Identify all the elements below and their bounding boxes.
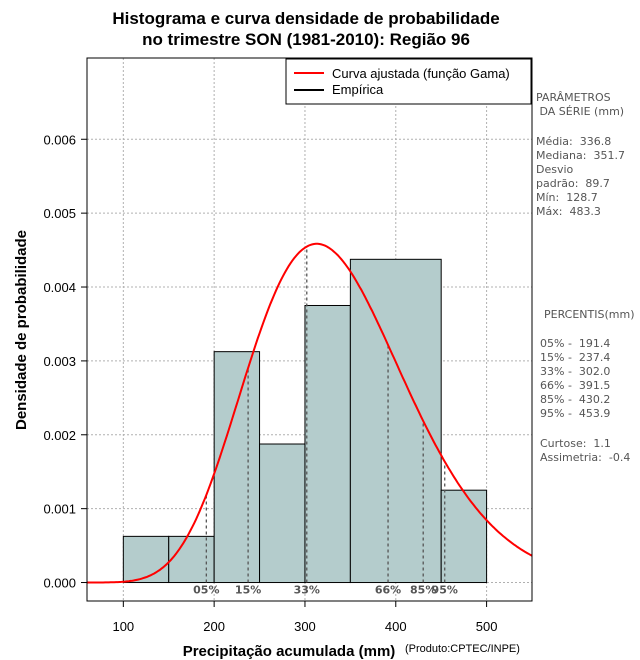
percentile-label: 95% bbox=[432, 584, 458, 597]
params-title-line2: DA SÉRIE (mm) bbox=[536, 105, 624, 118]
percentil-66: 66% - 391.5 bbox=[540, 379, 610, 392]
percentil-95: 95% - 453.9 bbox=[540, 407, 610, 420]
percentile-label: 15% bbox=[235, 584, 261, 597]
x-tick-label: 200 bbox=[203, 619, 225, 634]
x-axis-title: Precipitação acumulada (mm) bbox=[183, 643, 396, 660]
legend: Curva ajustada (função Gama) Empírica bbox=[285, 58, 532, 105]
histogram-bar bbox=[304, 304, 351, 584]
y-tick-label: 0.001 bbox=[43, 502, 76, 517]
x-axis-ticks: 100 200 300 400 500 bbox=[112, 601, 497, 634]
legend-label-curve: Curva ajustada (função Gama) bbox=[332, 66, 510, 81]
histogram-bar bbox=[168, 535, 215, 584]
series-parameters-panel: PARÂMETROS DA SÉRIE (mm) Média: 336.8 Me… bbox=[536, 91, 625, 218]
y-axis-ticks: 0.000 0.001 0.002 0.003 0.004 0.005 0.006 bbox=[43, 132, 87, 591]
percentis-title: PERCENTIS(mm) bbox=[544, 308, 635, 321]
histogram-bar bbox=[122, 535, 170, 584]
params-title-line1: PARÂMETROS bbox=[536, 91, 611, 104]
legend-label-empirical: Empírica bbox=[332, 82, 384, 97]
x-tick-label: 500 bbox=[476, 619, 498, 634]
param-media: Média: 336.8 bbox=[536, 135, 611, 148]
legend-box bbox=[285, 58, 532, 105]
y-tick-label: 0.006 bbox=[43, 132, 76, 147]
param-min: Mín: 128.7 bbox=[536, 191, 598, 204]
histogram-bar bbox=[259, 443, 306, 584]
y-tick-label: 0.004 bbox=[43, 280, 76, 295]
percentile-labels: 05% 15% 33% 66% 85%95% bbox=[193, 584, 458, 597]
percentil-85: 85% - 430.2 bbox=[540, 393, 610, 406]
y-tick-label: 0.002 bbox=[43, 428, 76, 443]
param-desvio-value: padrão: 89.7 bbox=[536, 177, 610, 190]
histogram-bar bbox=[213, 351, 261, 584]
histogram-bar bbox=[440, 489, 488, 584]
credit-label: (Produto:CPTEC/INPE) bbox=[405, 643, 520, 655]
y-tick-label: 0.003 bbox=[43, 354, 76, 369]
percentile-lines bbox=[205, 246, 446, 583]
y-tick-label: 0.005 bbox=[43, 206, 76, 221]
x-tick-label: 300 bbox=[294, 619, 316, 634]
param-max: Máx: 483.3 bbox=[536, 205, 601, 218]
param-desvio-label: Desvio bbox=[536, 163, 574, 176]
histogram-bar bbox=[349, 258, 442, 584]
x-tick-label: 400 bbox=[385, 619, 407, 634]
percentil-15: 15% - 237.4 bbox=[540, 351, 610, 364]
percentiles-panel: PERCENTIS(mm) 05% - 191.4 15% - 237.4 33… bbox=[540, 308, 635, 464]
chart-title-line1: Histograma e curva densidade de probabil… bbox=[112, 9, 499, 28]
param-mediana: Mediana: 351.7 bbox=[536, 149, 625, 162]
percentile-label: 85% bbox=[410, 584, 436, 597]
y-axis-title: Densidade de probabilidade bbox=[13, 230, 30, 430]
chart-title-line2: no trimestre SON (1981-2010): Região 96 bbox=[142, 30, 470, 49]
y-tick-label: 0.000 bbox=[43, 576, 76, 591]
x-tick-label: 100 bbox=[112, 619, 134, 634]
percentile-label: 66% bbox=[375, 584, 401, 597]
percentil-33: 33% - 302.0 bbox=[540, 365, 610, 378]
fitted-gamma-curve bbox=[87, 242, 533, 584]
percentile-label: 05% bbox=[193, 584, 219, 597]
assimetria: Assimetria: -0.4 bbox=[540, 451, 630, 464]
histogram-bars bbox=[122, 258, 488, 584]
percentil-05: 05% - 191.4 bbox=[540, 337, 610, 350]
percentile-label: 33% bbox=[294, 584, 320, 597]
curtose: Curtose: 1.1 bbox=[540, 437, 611, 450]
plot-frame bbox=[86, 57, 533, 602]
